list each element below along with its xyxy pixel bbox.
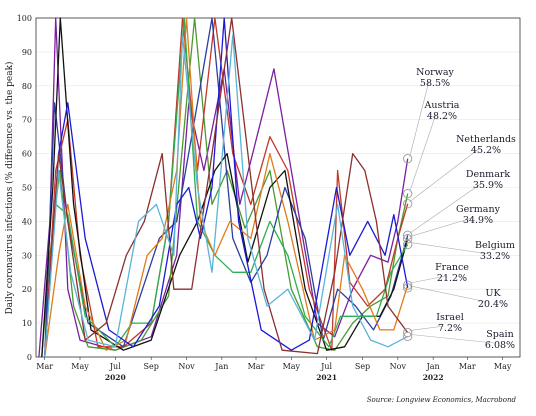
series-name-label: Germany	[456, 204, 501, 215]
x-tick-label: Jul	[320, 362, 332, 371]
annotation-leader	[409, 334, 495, 344]
x-year-label: 2020	[105, 373, 126, 382]
series-name-label: Denmark	[466, 169, 511, 180]
x-tick-label: Mar	[36, 362, 53, 371]
annotation-leader	[409, 325, 445, 331]
x-tick-label: Jul	[109, 362, 121, 371]
series-name-label: UK	[485, 288, 501, 299]
y-tick-label: 0	[27, 353, 32, 362]
series-line-netherlands	[44, 17, 409, 358]
series-line-spain	[44, 34, 409, 358]
x-tick-label: Mar	[459, 362, 476, 371]
y-tick-label: 20	[22, 285, 32, 294]
series-line-uk	[44, 17, 409, 358]
series-name-label: Spain	[486, 329, 513, 340]
annotation-leader	[409, 113, 437, 192]
series-value-label: 58.5%	[420, 78, 450, 89]
annotation-leader	[409, 275, 447, 284]
series-line-germany	[41, 17, 409, 358]
annotation-leader	[409, 147, 481, 203]
series-value-label: 34.9%	[463, 215, 493, 226]
x-year-label: 2022	[423, 373, 444, 382]
y-axis: 0 10 20 30 40 50 60 70 80 90 100	[17, 14, 32, 362]
x-tick-label: Mar	[248, 362, 265, 371]
series-value-label: 20.4%	[478, 299, 508, 310]
series-name-label: France	[435, 262, 469, 273]
series-end-marker	[403, 199, 413, 209]
series-line-france	[44, 17, 409, 358]
x-tick-label: Jan	[426, 362, 440, 371]
y-tick-label: 60	[22, 150, 32, 159]
y-tick-label: 70	[22, 116, 32, 125]
x-tick-label: Sep	[355, 362, 370, 371]
x-tick-label: May	[71, 362, 89, 371]
x-axis: Mar May Jul Sep Nov Jan Mar May Jul Sep Nov Jan Mar M…	[36, 357, 512, 382]
series-end-marker	[403, 230, 413, 240]
series-name-label: Israel	[436, 312, 464, 323]
x-tick-label: May	[283, 362, 301, 371]
series-value-label: 6.08%	[485, 340, 515, 351]
source-note: Source: Longview Economics, Macrobond	[367, 396, 517, 404]
series-line-israel	[44, 17, 409, 358]
y-tick-label: 100	[17, 14, 32, 23]
y-tick-label: 40	[22, 217, 32, 226]
x-tick-label: Nov	[390, 362, 407, 371]
series-value-label: 33.2%	[480, 251, 510, 262]
x-tick-label: Sep	[144, 362, 159, 371]
series-name-label: Netherlands	[456, 134, 516, 145]
series-line-belgium	[44, 17, 409, 358]
y-tick-label: 50	[22, 184, 32, 193]
x-tick-label: May	[494, 362, 512, 371]
series-value-label: 45.2%	[471, 145, 501, 156]
series-end-marker	[403, 234, 413, 244]
y-tick-label: 10	[22, 319, 32, 328]
series-end-marker	[403, 327, 413, 338]
x-tick-label: Jan	[214, 362, 228, 371]
series-end-marker	[403, 188, 413, 199]
series-end-marker	[403, 154, 413, 164]
series-name-label: Belgium	[475, 240, 515, 251]
series-name-label: Norway	[416, 67, 454, 78]
annotation-leader	[409, 217, 473, 237]
x-year-label: 2021	[316, 373, 337, 382]
annotation-leader	[409, 285, 488, 303]
series-end-marker	[403, 283, 413, 293]
annotation-leader	[409, 182, 483, 234]
annotation-leader	[409, 242, 490, 255]
series-end-marker	[403, 331, 413, 342]
series-end-marker	[403, 239, 413, 250]
y-axis-label: Daily coronavirus infections (% differen…	[4, 61, 15, 314]
series-name-label: Austria	[424, 100, 460, 111]
series-value-label: 7.2%	[438, 323, 462, 334]
y-tick-label: 30	[22, 251, 32, 260]
y-tick-label: 90	[22, 48, 32, 57]
series-value-label: 35.9%	[473, 180, 503, 191]
series-end-marker	[403, 280, 413, 290]
y-tick-label: 80	[22, 82, 32, 91]
series-value-label: 48.2%	[427, 111, 457, 122]
x-tick-label: Nov	[178, 362, 195, 371]
series-lines	[38, 17, 409, 358]
annotation-leader	[409, 80, 430, 157]
plot-area-frame	[35, 17, 521, 358]
series-value-label: 21.2%	[437, 273, 467, 284]
